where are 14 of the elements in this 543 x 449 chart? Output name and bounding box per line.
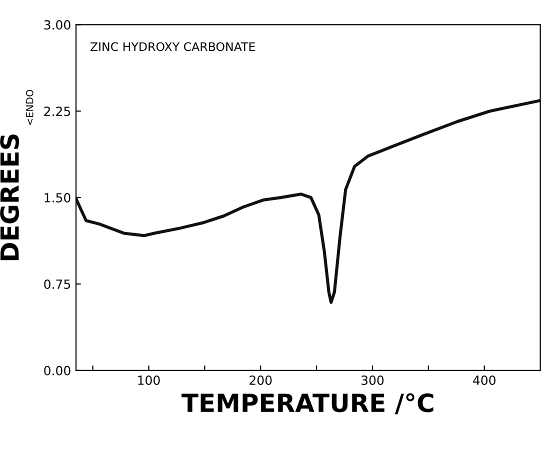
x-tick-label: 100 — [138, 376, 160, 385]
line-series — [76, 99, 540, 304]
y-tick-label: 0.75 — [44, 279, 70, 289]
y-tick-label: 2.25 — [44, 106, 70, 116]
y-tick-label: 0.00 — [44, 366, 70, 376]
text: <ENDO — [26, 90, 34, 125]
x-axis-title: TEMPERATURE /°C — [182, 393, 434, 414]
y-tick-label: 3.00 — [44, 20, 70, 30]
x-tick-label: 300 — [362, 376, 384, 385]
y-axis-title: DEGREES — [0, 134, 20, 260]
x-tick-label: 200 — [250, 376, 272, 385]
y-tick-label: 1.50 — [44, 193, 70, 202]
annotation: ZINC HYDROXY CARBONATE — [90, 42, 255, 52]
x-tick-label: 400 — [473, 376, 496, 385]
